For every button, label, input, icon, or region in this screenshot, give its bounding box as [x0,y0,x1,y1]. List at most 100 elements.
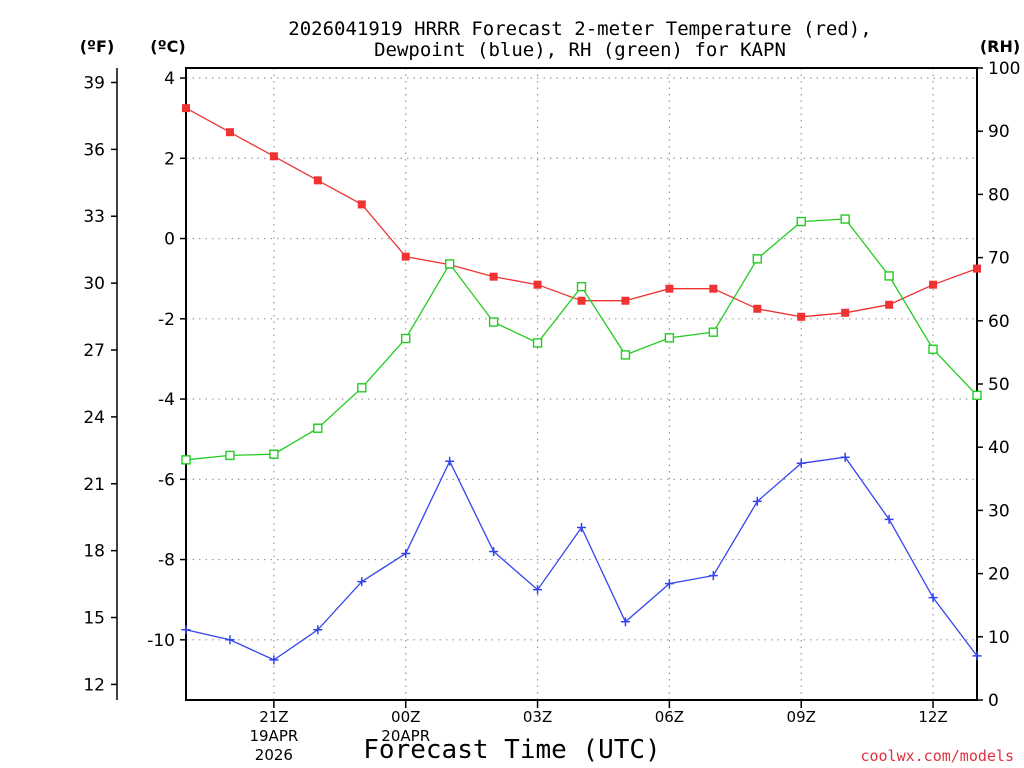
x-tick-label: 09Z [787,708,816,726]
dewpoint-point [445,456,455,466]
rh-point [357,383,367,393]
fahrenheit-tick-label: 27 [83,341,105,361]
fahrenheit-tick-label: 36 [83,140,105,160]
dewpoint-point [533,585,543,595]
rh-point [488,317,499,327]
dewpoint-point [269,655,279,665]
dewpoint-point [708,571,718,581]
chart-title-line-2: Dewpoint (blue), RH (green) for KAPN [374,39,786,61]
fahrenheit-tick-label: 39 [83,73,105,93]
fahrenheit-tick-label: 15 [83,609,105,629]
rh-tick-label: 80 [988,185,1010,205]
fahrenheit-tick-label: 24 [83,408,105,428]
x-tick-year: 2026 [255,746,293,764]
temperature-point [753,304,762,313]
rh-tick-label: 50 [988,375,1010,395]
temperature-point [709,284,718,293]
dewpoint-point [225,635,235,645]
temperature-point [269,152,278,161]
rh-point [444,259,455,269]
rh-point [269,449,279,459]
rh-tick-label: 20 [988,565,1010,585]
dewpoint-point [489,547,499,557]
x-tick-label: 21Z [259,708,288,726]
dewpoint-point [972,651,982,661]
rh-point [181,455,191,465]
rh-tick-label: 60 [988,312,1010,332]
temperature-point [929,280,938,289]
x-tick-date: 19APR [249,727,298,745]
celsius-tick-label: 4 [164,69,175,89]
rh-point [752,254,762,264]
temperature-point [973,264,981,273]
rh-tick-label: 70 [988,249,1010,269]
x-tick-label: 03Z [523,708,552,726]
fahrenheit-tick-label: 30 [83,274,105,294]
temperature-point [225,128,234,137]
celsius-axis-title: (ºC) [150,37,185,56]
dewpoint-point [357,577,367,587]
rh-point [708,327,719,337]
dewpoint-point [401,549,411,559]
grid-lines [186,68,977,700]
dewpoint-point [664,579,674,589]
celsius-tick-label: -4 [158,390,175,410]
fahrenheit-tick-label: 12 [83,675,105,695]
temperature-point [533,280,542,289]
rh-point [401,333,411,344]
dewpoint-point [577,522,586,532]
celsius-tick-label: 2 [164,149,175,169]
rh-tick-label: 90 [988,122,1010,142]
temperature-point [182,104,190,113]
rh-tick-label: 30 [988,501,1010,521]
dewpoint-point [796,458,806,468]
x-tick-label: 12Z [918,708,947,726]
fahrenheit-tick-label: 18 [83,542,105,562]
x-tick-date: 20APR [381,727,430,745]
celsius-tick-label: -2 [158,310,175,330]
rh-point [225,450,235,461]
rh-point [313,423,323,433]
dewpoint-point [181,625,191,635]
plot-frame [185,67,978,701]
temperature-point [885,300,894,309]
rh-point [796,216,806,227]
rh-point [884,271,894,281]
dewpoint-point [313,625,323,635]
rh-point [576,281,587,292]
chart-title-line-1: 2026041919 HRRR Forecast 2-meter Tempera… [288,18,871,40]
temperature-point [797,312,806,321]
rh-tick-label: 100 [988,59,1020,79]
celsius-tick-label: -6 [158,470,175,490]
fahrenheit-tick-label: 21 [83,475,105,495]
rh-point [928,344,938,354]
temperature-point [841,308,850,317]
x-axis-title: Forecast Time (UTC) [363,735,660,765]
rh-point [620,350,631,360]
rh-point [664,333,675,343]
temperature-point [621,296,630,305]
dewpoint-series-line [185,456,978,661]
rh-axis-title: (RH) [980,37,1020,56]
dewpoint-point [928,593,938,603]
celsius-tick-label: -10 [147,631,175,651]
rh-point [532,338,543,348]
rh-tick-label: 40 [988,438,1010,458]
temperature-point [665,284,674,293]
temperature-point [577,296,586,305]
rh-tick-label: 10 [988,628,1010,648]
dewpoint-point [884,514,894,524]
x-tick-label: 00Z [391,708,420,726]
rh-point [840,214,850,224]
dewpoint-point [840,452,850,462]
temperature-point [357,200,366,209]
temperature-point [401,252,410,261]
dewpoint-point [752,496,762,506]
temperature-point [489,272,498,281]
x-tick-label: 06Z [655,708,684,726]
series-layer [181,104,982,665]
fahrenheit-tick-label: 33 [83,207,105,227]
dewpoint-point [620,617,630,627]
